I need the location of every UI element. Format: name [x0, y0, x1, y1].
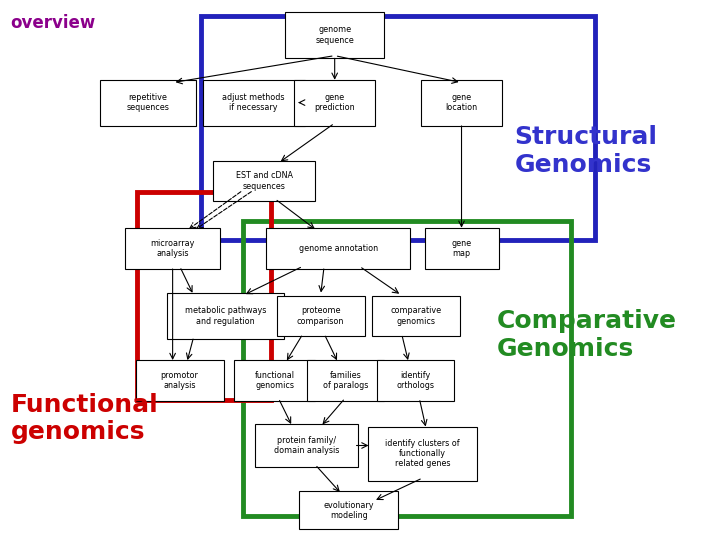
Text: families
of paralogs: families of paralogs — [323, 371, 368, 390]
FancyBboxPatch shape — [100, 79, 196, 125]
FancyBboxPatch shape — [307, 361, 384, 401]
Text: genome annotation: genome annotation — [299, 244, 378, 253]
Text: proteome
comparison: proteome comparison — [297, 306, 344, 326]
Text: promotor
analysis: promotor analysis — [161, 371, 199, 390]
FancyBboxPatch shape — [294, 79, 375, 125]
FancyBboxPatch shape — [276, 296, 364, 336]
FancyBboxPatch shape — [421, 79, 502, 125]
Text: genome
sequence: genome sequence — [315, 25, 354, 45]
Text: EST and cDNA
sequences: EST and cDNA sequences — [235, 171, 293, 191]
FancyBboxPatch shape — [167, 293, 284, 339]
Text: functional
genomics: functional genomics — [255, 371, 294, 390]
Text: Functional
genomics: Functional genomics — [11, 393, 158, 444]
Text: gene
map: gene map — [451, 239, 472, 258]
FancyBboxPatch shape — [300, 491, 398, 529]
Text: identify
orthologs: identify orthologs — [397, 371, 435, 390]
Bar — [201, 16, 595, 240]
FancyBboxPatch shape — [135, 361, 224, 401]
FancyBboxPatch shape — [372, 296, 460, 336]
FancyBboxPatch shape — [377, 361, 454, 401]
Bar — [138, 192, 271, 400]
FancyBboxPatch shape — [213, 160, 315, 201]
Text: identify clusters of
functionally
related genes: identify clusters of functionally relate… — [385, 438, 460, 469]
Text: Structural
Genomics: Structural Genomics — [514, 125, 657, 177]
FancyBboxPatch shape — [266, 228, 410, 268]
Text: repetitive
sequences: repetitive sequences — [127, 93, 169, 112]
Text: gene
prediction: gene prediction — [315, 93, 355, 112]
Text: protein family/
domain analysis: protein family/ domain analysis — [274, 436, 339, 455]
Text: metabolic pathways
and regulation: metabolic pathways and regulation — [185, 306, 266, 326]
Text: Comparative
Genomics: Comparative Genomics — [497, 309, 677, 361]
Text: gene
location: gene location — [446, 93, 477, 112]
FancyBboxPatch shape — [125, 228, 220, 268]
FancyBboxPatch shape — [234, 361, 315, 401]
Bar — [243, 221, 571, 516]
Text: microarray
analysis: microarray analysis — [150, 239, 195, 258]
Text: adjust methods
if necessary: adjust methods if necessary — [222, 93, 285, 112]
FancyBboxPatch shape — [285, 12, 384, 58]
FancyBboxPatch shape — [368, 427, 477, 481]
Text: comparative
genomics: comparative genomics — [390, 306, 441, 326]
FancyBboxPatch shape — [256, 424, 358, 467]
Text: evolutionary
modeling: evolutionary modeling — [323, 501, 374, 520]
FancyBboxPatch shape — [425, 228, 498, 268]
FancyBboxPatch shape — [202, 79, 305, 125]
Text: overview: overview — [11, 14, 96, 31]
